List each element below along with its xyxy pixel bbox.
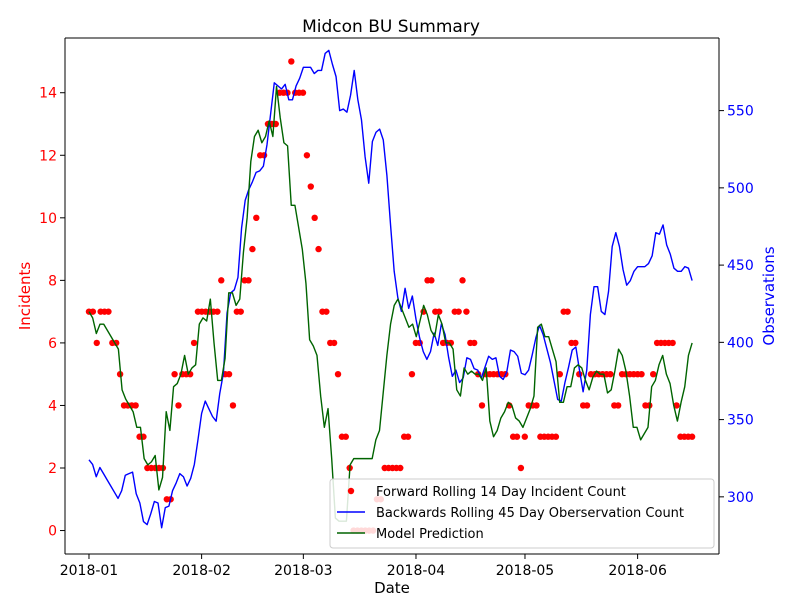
incident-point — [478, 402, 486, 409]
incident-point — [583, 402, 591, 409]
x-axis-title: Date — [374, 579, 410, 597]
legend: Forward Rolling 14 Day Incident Count Ba… — [329, 478, 715, 549]
legend-box — [329, 478, 715, 549]
right-tick-label: 400 — [727, 335, 754, 351]
left-tick-label: 12 — [39, 148, 57, 164]
left-tick-label: 14 — [39, 86, 57, 102]
incident-point — [673, 402, 680, 409]
x-axis: 2018-01 2018-02 2018-03 2018-04 2018-05 2018-… — [60, 554, 667, 579]
incident-point — [521, 433, 528, 440]
incident-point — [253, 214, 260, 222]
incident-point — [299, 89, 307, 96]
incident-point — [260, 152, 268, 159]
incident-point — [459, 277, 466, 284]
incident-point — [93, 339, 100, 347]
incident-point — [688, 433, 696, 440]
incident-point — [552, 433, 560, 440]
incident-point — [89, 308, 97, 315]
left-tick-label: 6 — [48, 336, 57, 352]
incident-point — [175, 402, 182, 409]
right-tick-label: 500 — [727, 181, 754, 197]
incident-point — [397, 464, 404, 472]
incident-point — [214, 308, 221, 315]
incident-point — [517, 464, 525, 472]
incident-point — [105, 308, 112, 315]
incident-point — [237, 308, 244, 315]
legend-marker-incidents — [347, 487, 355, 495]
incident-point — [229, 402, 237, 409]
left-tick-label: 4 — [48, 398, 57, 414]
x-tick-label: 2018-06 — [608, 563, 667, 579]
incident-point — [334, 370, 342, 378]
incident-point — [455, 308, 462, 315]
left-axis-title: Incidents — [16, 262, 34, 330]
incident-point — [245, 277, 252, 284]
incident-point — [303, 152, 311, 159]
incident-point — [113, 339, 120, 347]
incident-point — [218, 277, 225, 284]
incident-point — [428, 277, 435, 284]
incident-point — [342, 433, 349, 440]
incident-point — [315, 245, 322, 253]
incident-point — [171, 370, 178, 378]
left-tick-label: 10 — [39, 211, 57, 227]
left-y-axis: 0 2 4 6 8 10 12 14 — [39, 86, 65, 540]
incident-point — [607, 370, 614, 378]
incident-point — [288, 58, 295, 65]
incident-point — [190, 339, 198, 347]
series-observations-line — [88, 49, 693, 529]
incident-point — [132, 402, 139, 409]
incident-point — [447, 339, 455, 347]
incident-point — [669, 339, 676, 347]
incident-point — [533, 402, 540, 409]
incident-point — [513, 433, 521, 440]
left-tick-label: 8 — [48, 273, 57, 289]
incident-point — [463, 308, 470, 315]
incident-point — [225, 370, 233, 378]
x-tick-label: 2018-01 — [60, 563, 119, 579]
incident-point — [638, 370, 645, 378]
chart-title: Midcon BU Summary — [302, 17, 480, 37]
right-tick-label: 300 — [727, 490, 754, 506]
x-tick-label: 2018-04 — [387, 563, 446, 579]
legend-label-incidents: Forward Rolling 14 Day Incident Count — [376, 485, 626, 500]
incident-point — [435, 308, 443, 315]
right-axis-title: Observations — [760, 246, 778, 345]
x-tick-label: 2018-03 — [274, 563, 333, 579]
incident-point — [408, 370, 416, 378]
incident-point — [556, 370, 564, 378]
x-tick-label: 2018-02 — [172, 563, 231, 579]
x-tick-label: 2018-05 — [496, 563, 555, 579]
right-tick-label: 350 — [727, 413, 754, 429]
incident-point — [249, 245, 256, 253]
left-tick-label: 2 — [48, 461, 57, 477]
incident-point — [330, 339, 338, 347]
left-tick-label: 0 — [48, 524, 57, 540]
series-model-line — [88, 85, 693, 522]
incident-point — [564, 308, 571, 315]
right-tick-label: 450 — [727, 258, 754, 274]
legend-label-observations: Backwards Rolling 45 Day Oberservation C… — [376, 506, 684, 521]
right-tick-label: 550 — [727, 104, 754, 120]
incident-point — [650, 370, 657, 378]
right-y-axis: 300 350 400 450 500 550 — [719, 104, 754, 506]
incident-point — [323, 308, 330, 315]
incident-point — [572, 339, 579, 347]
incident-point — [311, 214, 318, 222]
incident-point — [614, 402, 622, 409]
incident-point — [471, 339, 478, 347]
incident-point — [307, 183, 314, 190]
incident-point — [404, 433, 412, 440]
legend-label-model: Model Prediction — [376, 527, 484, 542]
